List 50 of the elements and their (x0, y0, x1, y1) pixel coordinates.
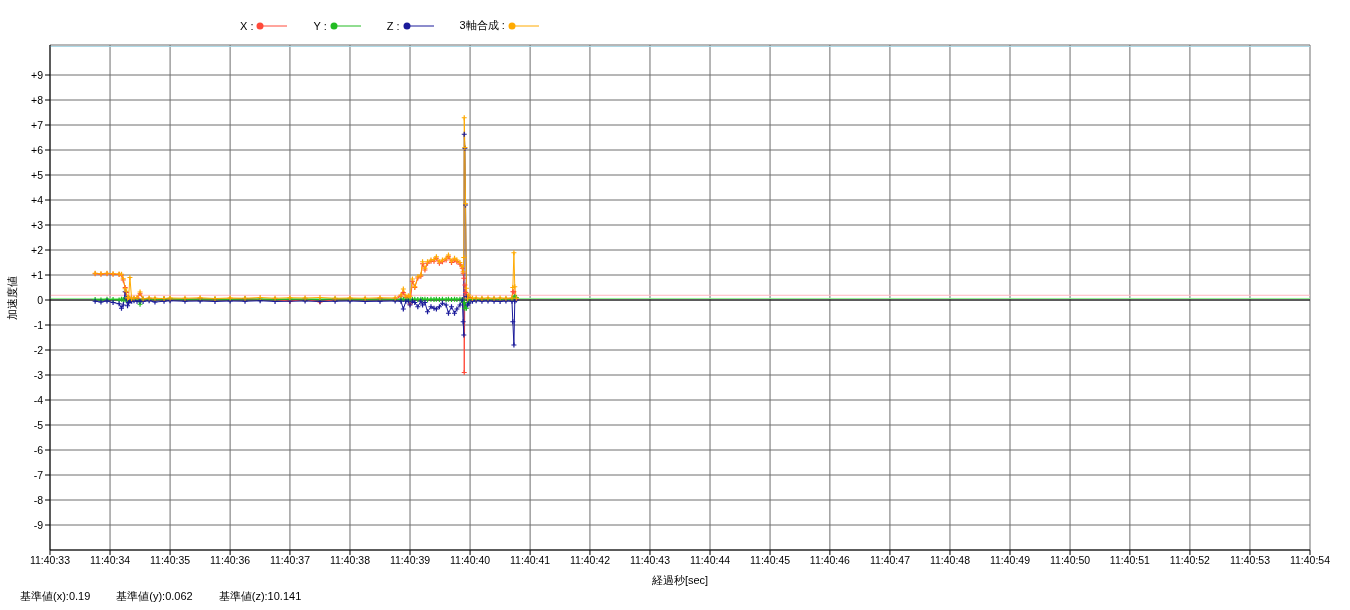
y-tick-label: -9 (33, 518, 44, 531)
x-tick-label: 11:40:34 (89, 554, 131, 567)
text: 基準値(z):10.141 (218, 589, 302, 604)
y-tick-label: -3 (33, 368, 44, 381)
x-tick-label: 11:40:41 (510, 554, 551, 567)
x-tick-label: 11:40:42 (569, 554, 611, 567)
x-tick-label: 11:40:47 (869, 554, 911, 567)
legend-label: X : (240, 19, 254, 32)
x-tick-label: 11:40:36 (210, 554, 251, 567)
y-tick-label: +3 (31, 218, 44, 231)
x-tick-label: 11:40:37 (269, 554, 311, 567)
x-tick-label: 11:40:48 (929, 554, 971, 567)
x-axis-title: 経過秒[sec] (651, 574, 709, 586)
x-tick-label: 11:40:43 (629, 554, 671, 567)
legend-label: Z : (386, 19, 400, 32)
text: 基準値(x):0.19 (20, 589, 91, 604)
x-tick-label: 11:40:39 (389, 554, 431, 567)
y-tick-label: +5 (31, 168, 44, 181)
x-tick-label: 11:40:35 (150, 554, 191, 567)
text: 基準値(y):0.062 (116, 589, 193, 604)
x-tick-label: 11:40:49 (989, 554, 1031, 567)
x-tick-label: 11:40:44 (689, 554, 731, 567)
y-tick-label: +7 (31, 118, 44, 131)
x-tick-label: 11:40:51 (1109, 554, 1151, 567)
y-tick-label: +1 (31, 268, 44, 281)
x-tick-label: 11:40:45 (750, 554, 791, 567)
x-tick-label: 11:40:53 (1229, 554, 1271, 567)
x-tick-label: 11:40:40 (450, 554, 491, 567)
y-tick-label: -1 (33, 318, 44, 331)
y-tick-label: -2 (33, 343, 44, 356)
y-tick-label: 0 (37, 293, 44, 306)
x-tick-label: 11:40:52 (1169, 554, 1211, 567)
y-tick-label: +9 (31, 68, 44, 81)
y-tick-label: +6 (31, 143, 44, 156)
y-tick-label: +4 (31, 193, 44, 206)
y-axis-title: 加速度値 (4, 275, 19, 320)
y-tick-label: +8 (31, 93, 44, 106)
y-tick-label: -4 (33, 393, 44, 406)
y-tick-label: -7 (33, 468, 44, 481)
x-tick-label: 11:40:33 (29, 554, 71, 567)
x-tick-label: 11:40:38 (329, 554, 371, 567)
x-tick-label: 11:40:50 (1050, 554, 1091, 567)
y-tick-label: -5 (33, 418, 44, 431)
y-tick-label: -6 (33, 443, 44, 456)
x-tick-label: 11:40:46 (809, 554, 851, 567)
y-tick-label: -8 (33, 493, 44, 506)
legend-label: Y : (313, 19, 327, 32)
x-tick-label: 11:40:54 (1289, 554, 1331, 567)
y-tick-label: +2 (31, 243, 44, 256)
legend-label: 3軸合成 : (459, 18, 505, 33)
